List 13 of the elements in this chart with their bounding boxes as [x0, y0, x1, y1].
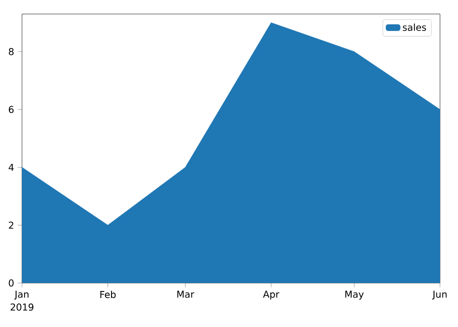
x-tick-label: May: [345, 290, 364, 300]
y-tick-label: 4: [8, 164, 14, 171]
y-tick-label: 0: [8, 279, 14, 287]
legend-label: sales: [402, 24, 426, 31]
x-tick-label: Jan: [14, 290, 28, 300]
x-tick-label: Feb: [100, 290, 116, 298]
text: 2019: [10, 304, 34, 311]
x-tick-label: Mar: [177, 290, 194, 298]
y-tick-label: 6: [8, 106, 14, 114]
x-tick-label: Apr: [263, 290, 280, 300]
y-tick-label: 2: [8, 222, 14, 229]
x-tick-label: Jun: [432, 290, 447, 300]
y-tick-label: 8: [8, 48, 14, 56]
